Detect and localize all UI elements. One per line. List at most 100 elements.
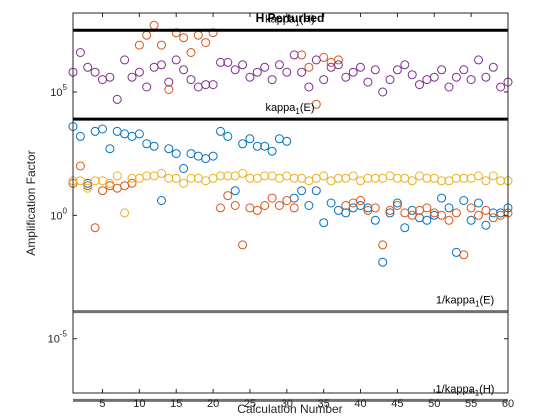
x-axis-label: Calculation Number [237,402,342,416]
x-tick-label: 55 [465,398,477,410]
x-tick-label: 25 [244,398,256,410]
data-point [201,80,211,90]
data-point [245,134,255,144]
data-point [238,240,248,250]
reference-line-label: 1/kappa1(E) [436,295,494,309]
reference-label-subscript: 1 [475,300,480,309]
data-point [127,72,137,82]
data-point [481,72,491,82]
data-point [422,173,432,183]
data-point [348,203,358,213]
data-point [171,149,181,159]
data-point [105,178,115,188]
data-point [466,215,476,225]
data-point [120,129,130,139]
data-point [400,173,410,183]
data-point [98,176,107,186]
data-point [326,198,336,208]
data-point [216,203,225,213]
data-point [127,131,137,141]
series-4 [68,48,513,104]
data-point [245,173,255,183]
data-point [311,173,321,183]
data-point [474,171,483,181]
data-point [444,82,454,92]
data-point [83,183,93,193]
data-point [186,149,196,159]
data-point [134,173,144,183]
data-point [341,173,351,183]
data-point [378,240,388,250]
data-point [201,154,211,164]
data-point [407,176,417,186]
data-point [451,247,461,257]
data-point [120,208,130,218]
data-point [363,173,373,183]
data-point [208,80,218,90]
x-tick-label: 5 [99,398,105,410]
data-point [164,144,174,154]
reference-label-subscript: 1 [295,107,300,116]
chart-title: H Perturbed [256,11,325,25]
data-point [179,164,189,173]
data-point [252,67,262,77]
data-point [120,181,130,191]
data-point [149,141,159,151]
data-point [157,40,166,50]
data-point [356,62,365,72]
data-point [333,60,343,70]
data-point [311,186,321,196]
data-point [370,215,380,225]
data-point [274,173,284,183]
data-point [378,257,388,267]
x-tick-label: 60 [502,398,514,410]
x-tick-label: 45 [391,398,403,410]
data-point [378,173,388,183]
data-point [142,139,152,149]
data-point [260,201,270,210]
data-point [451,72,461,82]
reference-label-main: kappa [265,13,296,25]
data-point [230,171,240,181]
data-point [385,171,395,181]
data-point [238,60,248,70]
data-point [112,171,122,181]
data-point [90,176,100,186]
reference-label-subscript: 1 [295,18,300,27]
data-point [282,196,292,205]
data-point [238,168,248,178]
data-point [429,173,439,183]
data-point [230,65,240,75]
x-tick-label: 20 [207,398,219,410]
data-point [171,55,181,65]
data-point [304,201,314,210]
data-point [75,176,85,186]
data-point [171,173,181,183]
data-point [260,141,270,151]
x-tick-label: 40 [354,398,366,410]
data-point [297,67,307,77]
data-point [201,176,211,186]
data-point [444,176,454,186]
data-point [238,139,248,149]
x-axis-ticks: 5 10 15 20 25 30 35 40 45 50 55 60 [99,13,514,410]
data-point [466,173,476,183]
data-point [407,210,417,220]
data-point [437,176,447,186]
data-point [252,141,262,151]
x-tick-label: 15 [170,398,182,410]
data-point [378,87,388,97]
data-point [304,62,314,72]
data-point [415,80,424,90]
reference-label-main: kappa [265,102,296,114]
y-axis-label: Amplification Factor [24,150,38,255]
data-point [474,198,483,208]
data-point [385,208,395,218]
data-point [90,223,100,233]
data-point [444,203,454,213]
data-point [157,168,166,178]
data-point [311,99,321,109]
x-tick-label: 50 [428,398,440,410]
